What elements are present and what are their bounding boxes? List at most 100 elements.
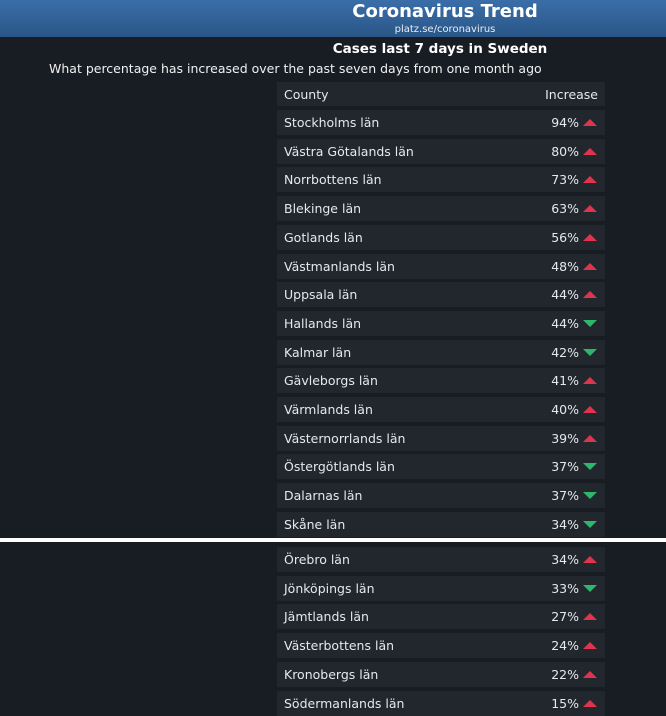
table-row: Östergötlands län 37% <box>277 454 605 480</box>
column-header: County <box>284 87 329 102</box>
trend-arrow <box>583 319 597 327</box>
table-row: Kalmar län 42% <box>277 339 605 365</box>
increase: 44% <box>551 287 579 303</box>
county: Västerbottens län <box>284 638 395 654</box>
heading: Cases last 7 days in Sweden <box>332 41 548 57</box>
trend-arrow <box>583 699 597 707</box>
table-row: Gotlands län 56% <box>277 224 605 250</box>
table-row: Dalarnas län 37% <box>277 483 605 509</box>
trend-arrow <box>583 613 597 621</box>
table-row: Kronobergs län 22% <box>277 661 605 687</box>
county: Skåne län <box>284 516 346 532</box>
trend-icon <box>583 492 597 500</box>
table-row: Örebro län 34% <box>277 547 605 572</box>
county: Uppsala län <box>284 287 358 303</box>
trend-icon <box>583 613 597 621</box>
trend-icon <box>583 377 597 385</box>
trend-icon <box>583 119 597 126</box>
trend-icon <box>583 205 597 213</box>
increase: 27% <box>551 609 579 625</box>
trend-arrow <box>583 262 597 270</box>
trend-icon <box>583 670 597 678</box>
table-row: Värmlands län 40% <box>277 397 605 422</box>
trend-icon <box>583 556 597 563</box>
table-row: Blekinge län 63% <box>277 196 605 222</box>
increase: 73% <box>551 172 579 188</box>
table-row: Västerbottens län 24% <box>277 633 605 659</box>
trend-arrow <box>583 406 597 413</box>
subtitle[interactable]: platz.se/coronavirus <box>394 24 496 35</box>
title: Coronavirus Trend <box>352 1 538 22</box>
trend-arrow <box>583 119 597 126</box>
table-row: Jönköpings län 33% <box>277 575 605 601</box>
county: Kalmar län <box>284 344 352 360</box>
column-header: Increase <box>545 87 598 102</box>
trend-icon <box>583 520 597 528</box>
county: Norrbottens län <box>284 172 382 188</box>
increase: 34% <box>551 516 579 532</box>
table-row: Skåne län 34% <box>277 511 605 537</box>
table-row: Västernorrlands län 39% <box>277 425 605 451</box>
description: What percentage has increased over the p… <box>49 61 542 76</box>
increase: 33% <box>551 580 579 596</box>
trend-icon <box>583 147 597 155</box>
trend-arrow <box>583 377 597 385</box>
county: Stockholms län <box>284 115 380 130</box>
increase: 94% <box>551 115 579 130</box>
trend-icon <box>583 642 597 650</box>
increase: 48% <box>551 258 579 274</box>
county: Blekinge län <box>284 201 362 217</box>
county: Gävleborgs län <box>284 373 378 389</box>
trend-arrow <box>583 670 597 678</box>
header-bar: Coronavirus Trend platz.se/coronavirus <box>0 0 666 37</box>
table-header: County Increase <box>277 82 605 106</box>
table-row: Norrbottens län 73% <box>277 167 605 193</box>
table-row: Gävleborgs län 41% <box>277 368 605 394</box>
separator <box>0 538 666 542</box>
increase: 22% <box>551 666 579 682</box>
increase: 42% <box>551 344 579 360</box>
trend-arrow <box>583 233 597 241</box>
trend-arrow <box>583 584 597 592</box>
county: Hallands län <box>284 315 362 331</box>
county: Västernorrlands län <box>284 430 406 446</box>
trend-arrow <box>583 556 597 563</box>
table-row: Jämtlands län 27% <box>277 604 605 630</box>
increase: 44% <box>551 315 579 331</box>
table-row: Stockholms län 94% <box>277 110 605 135</box>
increase: 39% <box>551 430 579 446</box>
trend-icon <box>583 291 597 299</box>
county: Jönköpings län <box>284 580 375 596</box>
trend-arrow <box>583 463 597 471</box>
increase: 34% <box>551 552 579 567</box>
county: Örebro län <box>284 552 350 567</box>
trend-icon <box>583 699 597 707</box>
increase: 56% <box>551 229 579 245</box>
trend-arrow <box>583 492 597 500</box>
county: Kronobergs län <box>284 666 379 682</box>
increase: 80% <box>551 143 579 159</box>
table-row: Västmanlands län 48% <box>277 253 605 279</box>
increase: 24% <box>551 638 579 654</box>
increase: 37% <box>551 459 579 475</box>
increase: 63% <box>551 201 579 217</box>
county: Östergötlands län <box>284 459 395 475</box>
trend-icon <box>583 262 597 270</box>
increase: 37% <box>551 488 579 504</box>
trend-arrow <box>583 205 597 213</box>
trend-arrow <box>583 642 597 650</box>
table-row: Södermanlands län 15% <box>277 690 605 716</box>
table-row: Hallands län 44% <box>277 310 605 336</box>
county: Dalarnas län <box>284 488 363 504</box>
trend-arrow <box>583 176 597 184</box>
trend-icon <box>583 463 597 471</box>
trend-icon <box>583 434 597 442</box>
trend-icon <box>583 348 597 356</box>
county: Södermanlands län <box>284 695 405 711</box>
county: Gotlands län <box>284 229 363 245</box>
county: Värmlands län <box>284 402 373 417</box>
trend-icon <box>583 233 597 241</box>
increase: 40% <box>551 402 579 417</box>
trend-icon <box>583 406 597 413</box>
trend-icon <box>583 319 597 327</box>
